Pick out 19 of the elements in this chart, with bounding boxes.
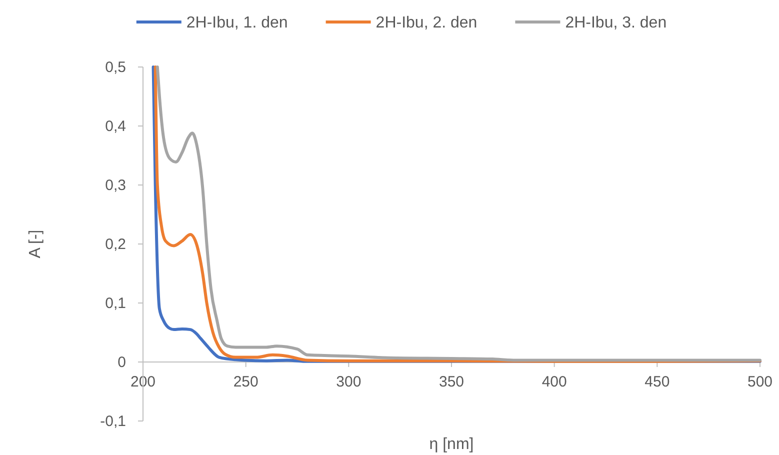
y-tick-label: 0 — [118, 354, 126, 371]
x-tick-label: 450 — [644, 374, 670, 390]
x-tick-label: 500 — [747, 374, 773, 390]
x-tick-label: 250 — [233, 374, 258, 390]
y-tick-label: 0,5 — [105, 58, 126, 76]
y-axis-title: A [-] — [27, 230, 44, 258]
y-tick-label: 0,3 — [105, 176, 126, 194]
legend-label: 2H-Ibu, 1. den — [186, 14, 288, 32]
y-tick-label: 0,4 — [105, 118, 126, 135]
y-tick-label: 0,2 — [105, 236, 126, 253]
y-tick-label: 0,1 — [105, 294, 126, 312]
legend-label: 2H-Ibu, 2. den — [376, 14, 478, 32]
y-tick-label: -0,1 — [100, 412, 126, 430]
legend-label: 2H-Ibu, 3. den — [565, 14, 667, 32]
x-tick-label: 400 — [542, 374, 567, 390]
x-tick-label: 200 — [130, 374, 156, 390]
x-tick-label: 300 — [336, 374, 362, 390]
x-tick-label: 350 — [438, 374, 464, 390]
x-axis-title: η [nm] — [429, 436, 474, 453]
